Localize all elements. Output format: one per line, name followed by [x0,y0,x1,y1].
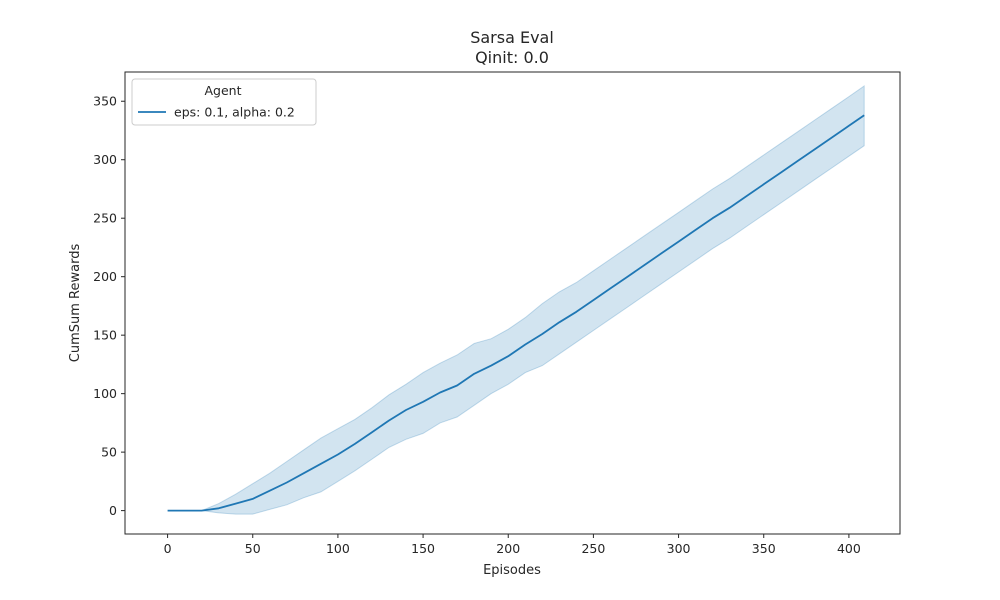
chart-title: Sarsa Eval [470,28,554,47]
x-tick-label-6: 300 [667,541,691,556]
confidence-band-0 [167,85,865,515]
plot-frame [124,71,901,535]
plot-area [167,85,865,515]
y-tick-label-5: 250 [93,211,117,226]
y-tick-label-4: 200 [93,269,117,284]
x-tick-label-1: 50 [245,541,261,556]
y-axis-label: CumSum Rewards [68,244,83,363]
legend-box [131,78,317,126]
y-tick-label-6: 300 [93,152,117,167]
y-tick-label-3: 150 [93,328,117,343]
x-tick-label-5: 250 [581,541,605,556]
series-line-0 [167,114,865,512]
legend-entry-0: eps: 0.1, alpha: 0.2 [174,105,295,120]
chart-subtitle: Qinit: 0.0 [475,48,549,67]
x-tick-label-0: 0 [164,541,172,556]
y-tick-label-1: 50 [101,445,117,460]
axis-ticks: 0 50 100 150 200 250 300 350 400 0 50 100 150 200 250 3… [93,94,861,556]
x-tick-label-7: 350 [752,541,776,556]
x-tick-label-2: 100 [326,541,350,556]
y-tick-label-2: 100 [93,386,117,401]
x-tick-label-8: 400 [837,541,861,556]
y-tick-label-0: 0 [109,503,117,518]
x-axis-label: Episodes [483,563,541,578]
legend: Agent eps: 0.1, alpha: 0.2 [131,78,317,126]
x-tick-label-4: 200 [496,541,520,556]
x-tick-label-3: 150 [411,541,435,556]
legend-title: Agent [205,83,242,98]
y-tick-label-7: 350 [93,94,117,109]
